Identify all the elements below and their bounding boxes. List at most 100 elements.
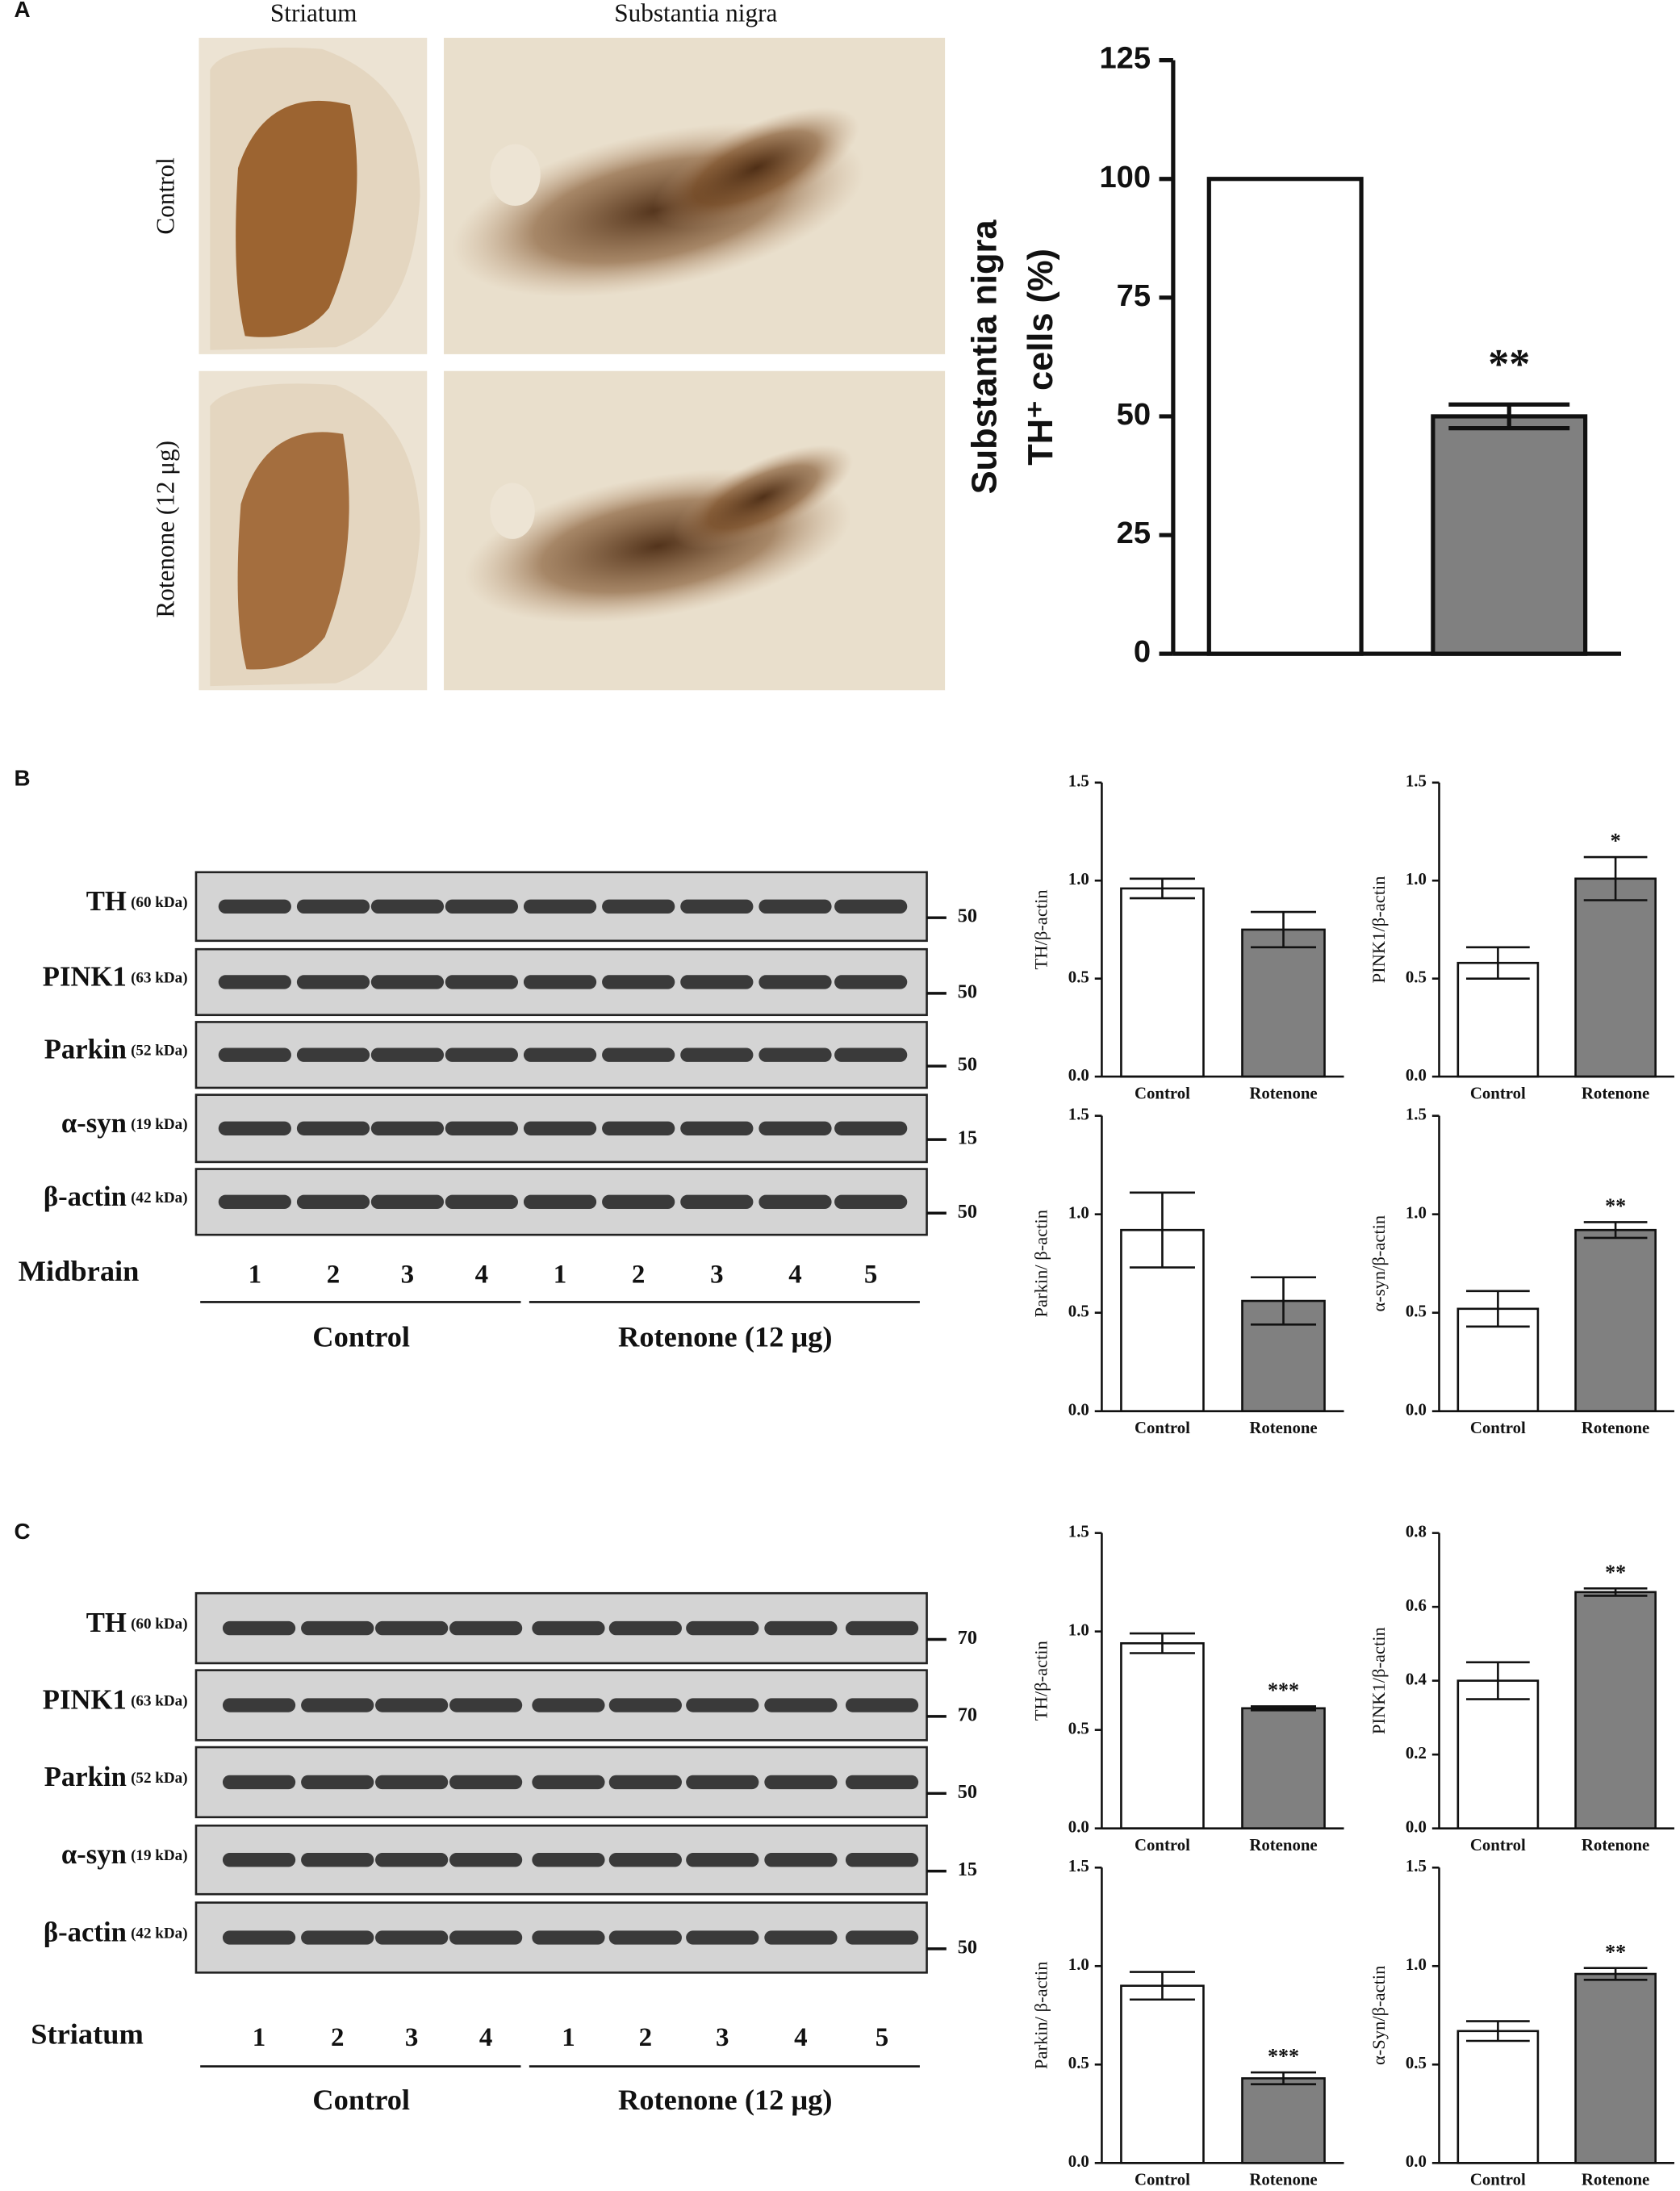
y-tick-label: 0.0 (1406, 1065, 1427, 1085)
y-axis-label: TH⁺ cells (%) (1022, 249, 1060, 466)
band (445, 899, 518, 914)
lane-label: 3 (401, 1261, 414, 1290)
x-tick-label: Rotenone (1582, 1835, 1649, 1854)
tissue-label: Striatum (31, 2018, 144, 2051)
group-label: Control (312, 1321, 410, 1353)
y-axis-label: Parkin/ β-actin (1031, 1961, 1051, 2069)
significance: *** (1268, 2045, 1299, 2068)
protein-kda: (52 kDa) (131, 1770, 187, 1787)
band (686, 1620, 759, 1636)
y-axis-label: TH/β-actin (1031, 889, 1051, 969)
band (764, 1620, 838, 1636)
marker-label: 50 (958, 981, 977, 1002)
band (296, 1194, 370, 1210)
x-tick-label: Rotenone (1582, 1083, 1649, 1102)
band (845, 1930, 919, 1945)
lane-label: 5 (864, 1261, 877, 1290)
x-tick-label: Control (1470, 1835, 1526, 1854)
band (370, 899, 445, 914)
x-tick-label: Rotenone (1249, 2170, 1317, 2189)
band (608, 1698, 682, 1712)
band (445, 1047, 518, 1062)
protein-label: α-syn (19 kDa) (61, 1107, 188, 1139)
band (764, 1853, 838, 1867)
y-axis-label: α-Syn/β-actin (1369, 1966, 1389, 2065)
significance: ** (1605, 1561, 1626, 1584)
protein-label: Parkin (52 kDa) (44, 1761, 188, 1792)
band (845, 1853, 919, 1867)
band (602, 1121, 675, 1135)
band (602, 1194, 675, 1210)
protein-label: β-actin (42 kDa) (44, 1181, 188, 1212)
protein-kda: (42 kDa) (131, 1190, 187, 1206)
row-label: Control (151, 157, 179, 235)
group-label: Rotenone (12 μg) (618, 1321, 832, 1353)
band (686, 1775, 759, 1790)
sn-stain (673, 445, 854, 550)
band (296, 1121, 370, 1135)
lane-label: 3 (710, 1261, 723, 1290)
protein-name: α-syn (61, 1107, 127, 1139)
band (375, 1775, 449, 1790)
band (222, 1698, 296, 1712)
band (218, 1047, 291, 1062)
x-tick-label: Control (1470, 2170, 1526, 2189)
y-axis-label: TH/β-actin (1031, 1641, 1051, 1721)
band (602, 899, 675, 914)
band (759, 1121, 832, 1135)
band (449, 1698, 523, 1712)
lane-label: 1 (253, 2023, 265, 2052)
y-tick-label: 1.0 (1068, 869, 1089, 889)
band (759, 1047, 832, 1062)
band (301, 1620, 374, 1636)
protein-kda: (60 kDa) (131, 894, 187, 911)
band (218, 1194, 291, 1210)
y-tick-label: 1.5 (1068, 1104, 1089, 1123)
band (449, 1775, 523, 1790)
band (218, 975, 291, 989)
band (375, 1698, 449, 1712)
bar (1456, 1679, 1540, 1829)
y-tick-label: 75 (1117, 278, 1151, 313)
x-tick-label: Control (1135, 2170, 1190, 2189)
row-label: Rotenone (12 μg) (151, 441, 179, 618)
band (608, 1930, 682, 1945)
band (449, 1930, 523, 1945)
lane-label: 4 (788, 1261, 801, 1290)
band (686, 1698, 759, 1712)
bar (1574, 1228, 1657, 1413)
lane-label: 1 (554, 1261, 566, 1290)
y-tick-label: 1.0 (1406, 1955, 1427, 1974)
y-tick-label: 1.5 (1406, 1856, 1427, 1875)
marker-label: 50 (958, 1201, 977, 1223)
x-tick-label: Control (1135, 1083, 1190, 1102)
panel-label: A (14, 0, 30, 22)
lane-label: 2 (639, 2023, 652, 2052)
band (834, 1121, 908, 1135)
y-tick-label: 0.0 (1068, 1399, 1089, 1419)
marker-label: 15 (958, 1127, 977, 1149)
y-tick-label: 0.6 (1406, 1595, 1427, 1615)
band (834, 975, 908, 989)
protein-kda: (19 kDa) (131, 1848, 187, 1865)
protein-label: Parkin (52 kDa) (44, 1034, 188, 1065)
band (449, 1853, 523, 1867)
band (449, 1620, 523, 1636)
protein-name: Parkin (44, 1761, 127, 1792)
protein-name: Parkin (44, 1034, 127, 1065)
bar (1120, 887, 1205, 1078)
y-tick-label: 1.0 (1068, 1620, 1089, 1639)
y-tick-label: 0.8 (1406, 1521, 1427, 1541)
bar (1241, 928, 1326, 1078)
band (764, 1930, 838, 1945)
band (222, 1775, 296, 1790)
band (370, 1047, 445, 1062)
band (608, 1853, 682, 1867)
y-tick-label: 1.0 (1406, 1202, 1427, 1222)
band (834, 1194, 908, 1210)
x-tick-label: Rotenone (1249, 1418, 1317, 1437)
protein-label: TH (60 kDa) (86, 1607, 188, 1638)
significance: ** (1488, 341, 1530, 387)
x-tick-label: Rotenone (1249, 1083, 1317, 1102)
